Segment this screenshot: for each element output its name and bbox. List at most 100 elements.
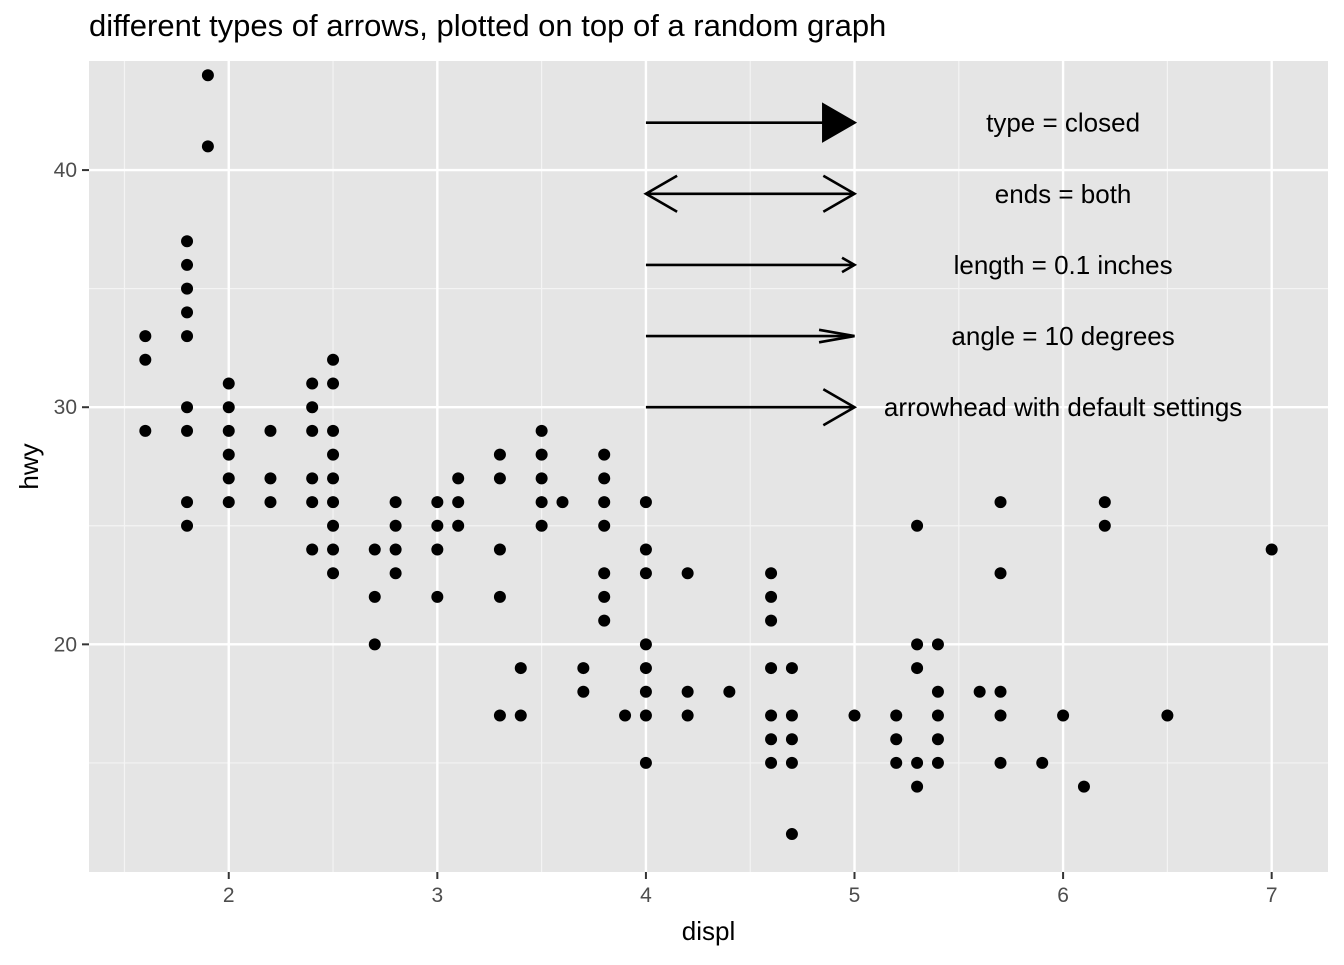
data-point — [222, 424, 235, 437]
data-point — [890, 756, 903, 769]
data-point — [1098, 496, 1111, 509]
data-point — [1161, 709, 1174, 722]
data-point — [327, 472, 340, 485]
data-point — [598, 472, 611, 485]
data-point — [765, 614, 778, 627]
data-point — [368, 543, 381, 556]
data-point — [639, 756, 652, 769]
data-point — [327, 543, 340, 556]
data-point — [556, 496, 569, 509]
data-point — [765, 733, 778, 746]
data-point — [181, 401, 194, 414]
y-tick-label: 20 — [54, 633, 77, 656]
data-point — [181, 306, 194, 319]
data-point — [681, 567, 694, 580]
data-point — [306, 543, 319, 556]
data-point — [389, 567, 402, 580]
data-point — [201, 69, 214, 82]
data-point — [514, 662, 527, 675]
data-point — [577, 685, 590, 698]
data-point — [181, 258, 194, 271]
x-tick-label: 7 — [1266, 884, 1278, 907]
data-point — [139, 353, 152, 366]
plot-panel — [89, 61, 1328, 872]
data-point — [327, 448, 340, 461]
data-point — [931, 733, 944, 746]
data-point — [431, 543, 444, 556]
data-point — [181, 519, 194, 532]
data-point — [181, 424, 194, 437]
data-point — [639, 567, 652, 580]
data-point — [994, 567, 1007, 580]
data-point — [598, 496, 611, 509]
data-point — [535, 472, 548, 485]
data-point — [1265, 543, 1278, 556]
data-point — [681, 709, 694, 722]
data-point — [493, 472, 506, 485]
arrowhead — [643, 174, 678, 213]
data-point — [994, 685, 1007, 698]
data-point — [139, 424, 152, 437]
data-point — [389, 519, 402, 532]
data-point — [222, 377, 235, 390]
arrowhead — [822, 174, 858, 213]
data-point — [493, 709, 506, 722]
y-tick-label: 30 — [54, 396, 77, 419]
data-point — [931, 709, 944, 722]
data-point — [598, 519, 611, 532]
data-point — [222, 496, 235, 509]
data-point — [639, 543, 652, 556]
data-point — [785, 709, 798, 722]
data-point — [911, 756, 924, 769]
data-point — [389, 496, 402, 509]
data-point — [431, 496, 444, 509]
data-point — [681, 685, 694, 698]
data-point — [765, 662, 778, 675]
data-point — [264, 472, 277, 485]
data-point — [973, 685, 986, 698]
data-point — [785, 828, 798, 841]
data-point — [368, 638, 381, 651]
data-point — [890, 733, 903, 746]
data-point — [598, 590, 611, 603]
data-point — [181, 496, 194, 509]
data-point — [222, 472, 235, 485]
data-point — [452, 496, 465, 509]
data-point — [535, 448, 548, 461]
data-point — [452, 472, 465, 485]
data-point — [931, 638, 944, 651]
data-point — [931, 685, 944, 698]
x-tick-label: 5 — [849, 884, 861, 907]
data-point — [368, 590, 381, 603]
data-point — [493, 590, 506, 603]
data-point — [431, 590, 444, 603]
data-point — [577, 662, 590, 675]
data-point — [994, 709, 1007, 722]
annotation-label: arrowhead with default settings — [884, 392, 1242, 422]
annotation-label: length = 0.1 inches — [954, 250, 1173, 280]
data-point — [514, 709, 527, 722]
arrowhead — [841, 256, 858, 274]
data-point — [327, 519, 340, 532]
annotation-label: ends = both — [995, 179, 1132, 209]
x-axis-label: displ — [682, 916, 735, 946]
x-tick-label: 6 — [1057, 884, 1069, 907]
arrowhead — [818, 328, 855, 344]
y-axis-label: hwy — [14, 443, 44, 489]
data-point — [765, 567, 778, 580]
data-point — [327, 424, 340, 437]
data-point — [1098, 519, 1111, 532]
data-point — [639, 685, 652, 698]
data-point — [327, 353, 340, 366]
x-tick-label: 2 — [223, 884, 235, 907]
annotation-label: type = closed — [986, 108, 1140, 138]
data-point — [139, 330, 152, 343]
data-point — [723, 685, 736, 698]
data-point — [1036, 756, 1049, 769]
data-point — [911, 519, 924, 532]
data-point — [639, 662, 652, 675]
data-point — [639, 709, 652, 722]
data-point — [931, 756, 944, 769]
data-point — [785, 756, 798, 769]
